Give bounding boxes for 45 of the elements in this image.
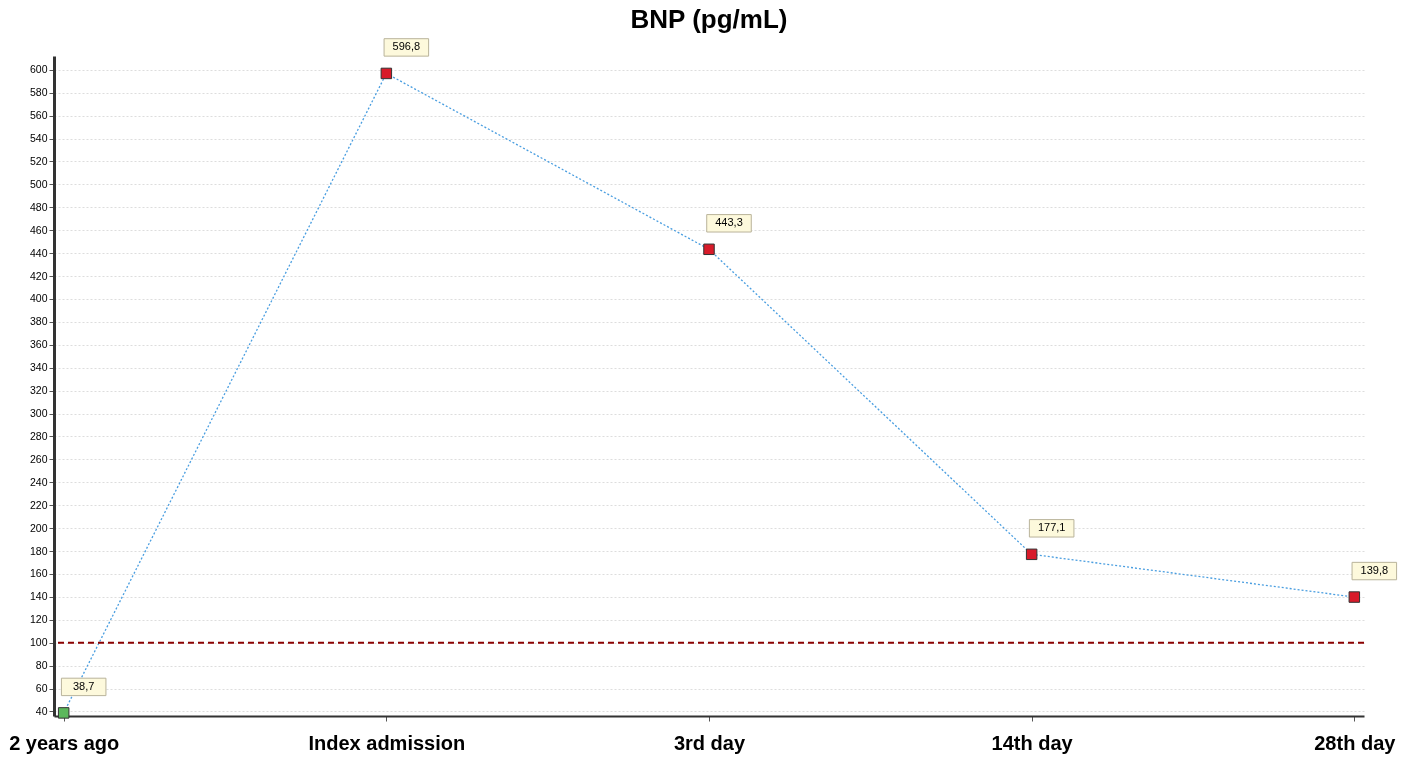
point [703, 243, 715, 256]
x-tick-label: 28th day [1314, 731, 1397, 754]
y-tick-label: 480 [29, 200, 48, 213]
point [57, 707, 70, 719]
data-label: 177,1 [1037, 521, 1066, 534]
y-tick-label: 600 [29, 63, 48, 76]
y-tick-label: 100 [29, 636, 48, 649]
y-tick-label: 460 [29, 223, 48, 236]
data-label: 139,8 [1360, 564, 1389, 577]
y-tick-label: 400 [29, 292, 48, 305]
y-tick-label: 120 [29, 613, 48, 626]
data-label: 596,8 [392, 40, 421, 53]
y-tick-label: 500 [29, 177, 48, 190]
y-tick-label: 560 [29, 109, 48, 122]
x-tick-label: 14th day [991, 731, 1074, 754]
y-tick-label: 200 [29, 521, 48, 534]
y-tick-label: 140 [29, 590, 48, 603]
y-tick-label: 280 [29, 429, 48, 442]
point [380, 67, 393, 80]
y-tick-label: 340 [29, 361, 48, 374]
y-tick-label: 300 [29, 407, 48, 419]
x-tick-label: 3rd day [673, 731, 746, 754]
data-label: 443,3 [715, 216, 743, 229]
y-tick-label: 320 [29, 384, 48, 397]
y-tick-label: 80 [35, 659, 48, 672]
y-tick-label: 440 [29, 246, 48, 259]
chart-title: BNP (pg/mL) [630, 3, 788, 34]
y-tick-label: 220 [29, 498, 48, 511]
data-label: 38,7 [72, 679, 95, 692]
y-tick-label: 540 [29, 132, 48, 144]
point [1025, 548, 1038, 561]
y-tick-label: 180 [29, 544, 48, 557]
y-tick-label: 40 [35, 704, 48, 717]
y-tick-label: 160 [29, 567, 48, 580]
y-tick-label: 380 [29, 315, 48, 328]
y-tick-label: 360 [29, 338, 48, 351]
y-tick-label: 420 [29, 269, 48, 282]
y-tick-label: 580 [29, 86, 48, 99]
y-tick-label: 60 [35, 682, 48, 694]
y-tick-label: 260 [29, 452, 48, 465]
y-tick-label: 240 [29, 475, 48, 488]
x-tick-label: 2 years ago [9, 731, 120, 754]
point [1348, 591, 1361, 603]
y-tick-label: 520 [29, 154, 48, 167]
x-tick-label: Index admission [308, 731, 466, 754]
